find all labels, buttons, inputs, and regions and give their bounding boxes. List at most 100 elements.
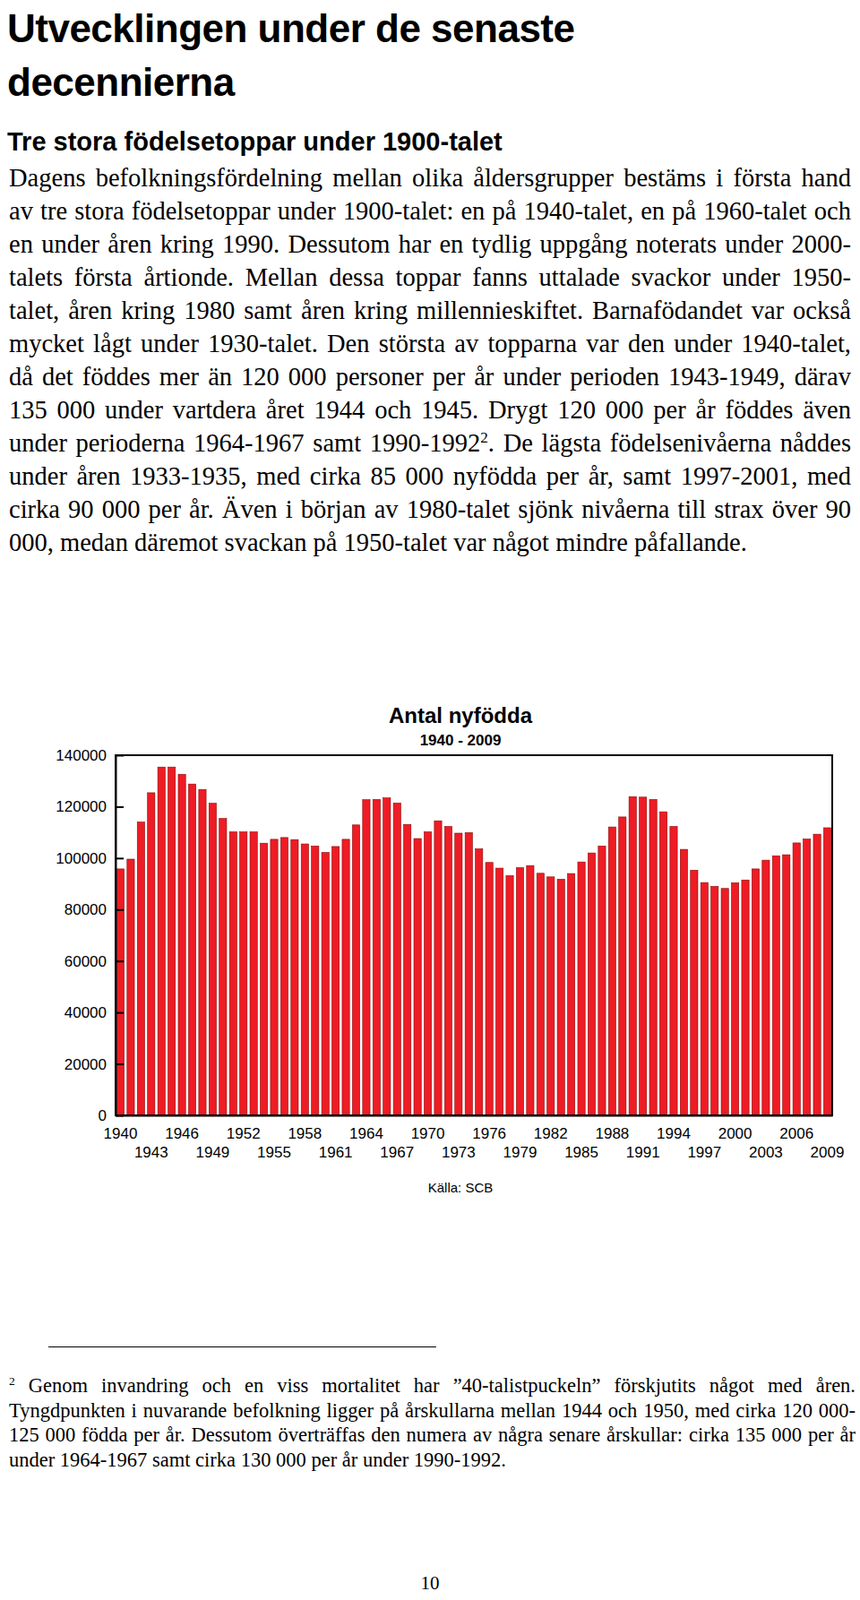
bar [608, 826, 616, 1116]
x-tick-label: 1976 [472, 1125, 507, 1143]
footnote-text: Genom invandring och en viss mortalitet … [8, 1374, 856, 1471]
y-tick-label: 20000 [64, 1056, 107, 1074]
bar [751, 868, 759, 1116]
bar [813, 834, 821, 1116]
bar [434, 820, 442, 1116]
x-tick: 1976 [472, 1115, 507, 1143]
x-tick-label: 1955 [257, 1143, 292, 1161]
bar [332, 846, 340, 1116]
bar [649, 799, 657, 1116]
bar [690, 869, 698, 1116]
bar [803, 839, 811, 1116]
bar [464, 832, 473, 1116]
chart-title: Antal nyfödda [388, 703, 534, 728]
y-tick-mark [115, 1063, 124, 1066]
x-tick: 1955 [257, 1115, 292, 1161]
bar [352, 825, 360, 1116]
y-tick-mark [115, 1012, 124, 1015]
bar [557, 878, 565, 1116]
x-tick: 1997 [687, 1115, 722, 1161]
bar [628, 796, 637, 1116]
bar [670, 826, 678, 1116]
x-tick-label: 1952 [226, 1125, 261, 1143]
x-tick-label: 1991 [626, 1143, 661, 1161]
bar [639, 797, 647, 1116]
x-axis: 1940194319461949195219551958196119641967… [103, 1115, 845, 1161]
bar [455, 833, 463, 1116]
bar [536, 873, 544, 1116]
y-tick-label: 140000 [55, 747, 107, 765]
bar [577, 861, 585, 1116]
bar [516, 867, 524, 1116]
bar [229, 832, 237, 1116]
paragraph: Dagens befolkningsfördelning mellan olik… [8, 161, 852, 559]
x-tick-label: 1988 [594, 1125, 629, 1143]
x-tick: 1958 [287, 1115, 322, 1143]
x-tick: 1964 [349, 1115, 384, 1143]
y-tick-mark [115, 909, 124, 912]
x-tick-label: 1961 [318, 1143, 353, 1161]
subheading: Tre stora födelsetoppar under 1900-talet [7, 125, 503, 158]
x-tick-label: 1940 [103, 1125, 138, 1143]
y-tick: 40000 [64, 1004, 124, 1022]
bar [178, 774, 186, 1116]
bars [116, 766, 831, 1116]
y-tick-label: 40000 [64, 1004, 107, 1022]
bar [249, 832, 258, 1116]
bar [598, 845, 606, 1116]
y-axis-line [115, 756, 118, 1117]
x-tick: 1994 [656, 1115, 691, 1143]
y-tick-mark [115, 857, 124, 860]
x-tick: 1943 [134, 1115, 169, 1161]
x-tick-label: 1967 [379, 1143, 414, 1161]
x-tick: 1940 [103, 1115, 138, 1143]
bar [301, 843, 309, 1116]
x-tick: 1952 [226, 1115, 261, 1143]
bar [619, 817, 627, 1116]
bar [547, 877, 555, 1116]
bar [383, 798, 391, 1116]
bar [711, 885, 719, 1116]
bar [741, 879, 749, 1116]
x-tick: 1991 [626, 1115, 661, 1161]
x-tick: 1982 [533, 1115, 568, 1143]
bar [147, 792, 155, 1116]
bar [475, 849, 483, 1116]
bar [823, 827, 831, 1116]
paragraph-text: Dagens befolkningsfördelning mellan olik… [8, 163, 852, 457]
x-tick-label: 1994 [656, 1125, 691, 1143]
bar [587, 852, 595, 1116]
x-tick: 2006 [779, 1115, 814, 1143]
bar [782, 854, 791, 1116]
bar [137, 822, 145, 1116]
footnote-rule [48, 1346, 437, 1348]
x-tick-label: 1946 [164, 1125, 199, 1143]
y-tick-label: 60000 [64, 953, 107, 971]
x-tick: 1979 [503, 1115, 538, 1161]
bar [404, 824, 412, 1116]
bar [208, 803, 216, 1116]
bar [240, 832, 248, 1116]
y-tick-mark [115, 755, 124, 757]
bar [198, 789, 207, 1116]
bar [485, 862, 493, 1116]
x-tick: 1973 [441, 1115, 476, 1161]
x-tick: 2009 [810, 1115, 845, 1161]
y-tick: 140000 [55, 747, 124, 765]
y-tick: 80000 [64, 901, 124, 919]
x-tick: 1967 [379, 1115, 414, 1161]
x-tick-label: 1997 [687, 1143, 722, 1161]
heading: Utvecklingen under de senaste decenniern… [7, 1, 724, 110]
bar [659, 811, 667, 1116]
x-tick: 2000 [718, 1115, 753, 1143]
bar [157, 766, 165, 1116]
bar [413, 838, 422, 1116]
bar [444, 826, 452, 1116]
x-tick: 1970 [411, 1115, 446, 1143]
bar [270, 839, 278, 1116]
x-tick-label: 1964 [349, 1125, 384, 1143]
bar [168, 766, 176, 1116]
bar [679, 849, 688, 1116]
bar [362, 799, 370, 1116]
y-tick: 20000 [64, 1056, 124, 1074]
